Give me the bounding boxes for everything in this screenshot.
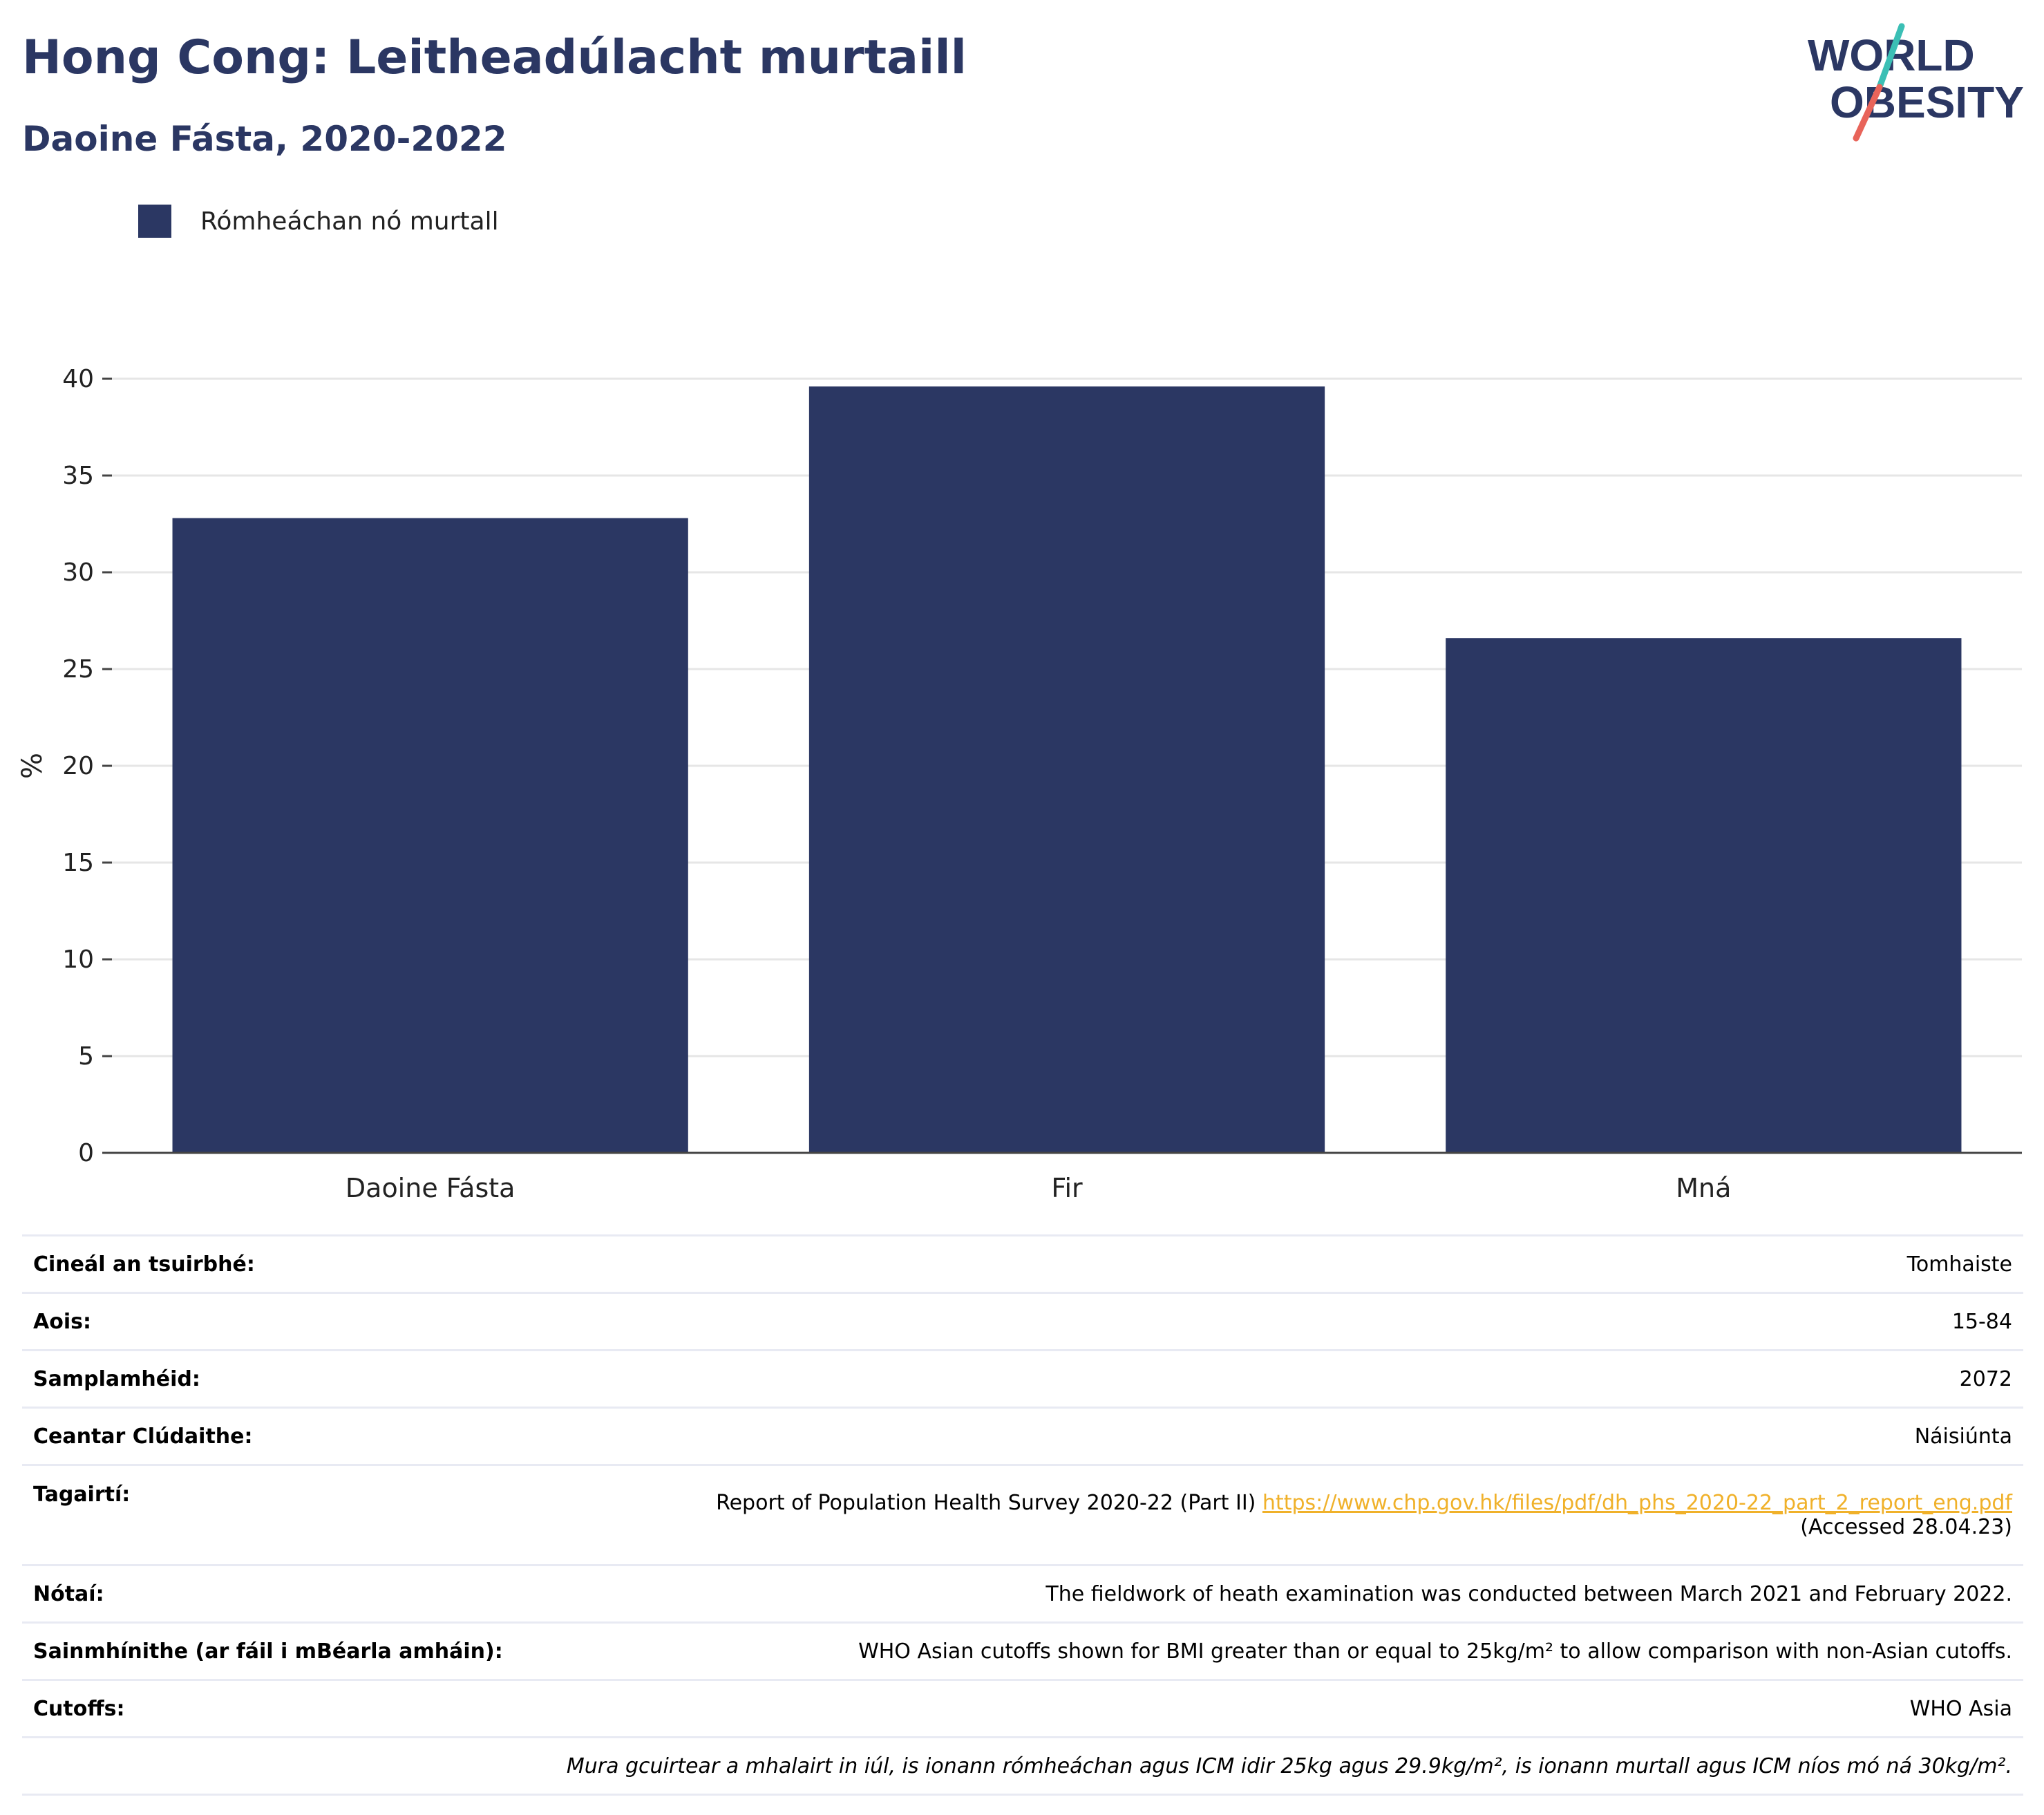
- y-tick-label: 0: [78, 1139, 94, 1167]
- info-label: Cineál an tsuirbhé:: [22, 1234, 566, 1294]
- info-row-cutoffs: Cutoffs: WHO Asia: [22, 1680, 2023, 1738]
- y-tick-label: 15: [62, 849, 94, 877]
- y-tick-label: 25: [62, 655, 94, 684]
- info-value: Report of Population Health Survey 2020-…: [565, 1465, 2023, 1566]
- info-value: 15-84: [565, 1292, 2023, 1351]
- info-label: Ceantar Clúdaithe:: [22, 1407, 566, 1466]
- bar: [1446, 638, 1962, 1153]
- y-axis-label: %: [17, 753, 48, 779]
- bar-chart: 0 5 10 15 20 25 30 35 40 Daoine Fásta Fir Mná%: [17, 365, 2022, 1203]
- x-tick-label: Fir: [1051, 1173, 1083, 1203]
- legend-label: Rómheáchan nó murtall: [200, 207, 499, 236]
- info-value: Tomhaiste: [565, 1234, 2023, 1294]
- info-value: WHO Asia: [565, 1680, 2023, 1738]
- reference-accessed: (Accessed 28.04.23): [1800, 1515, 2012, 1539]
- info-row-area-covered: Ceantar Clúdaithe: Náisiúnta: [22, 1407, 2023, 1466]
- info-value: The fieldwork of heath examination was c…: [565, 1565, 2023, 1624]
- y-tick-label: 5: [78, 1042, 94, 1071]
- footnote: Mura gcuirtear a mhalairt in iúl, is ion…: [22, 1737, 2023, 1796]
- reference-link[interactable]: https://www.chp.gov.hk/files/pdf/dh_phs_…: [1262, 1491, 2012, 1515]
- y-tick-label: 20: [62, 752, 94, 780]
- info-label: Cutoffs:: [22, 1680, 566, 1738]
- info-value: 2072: [565, 1350, 2023, 1409]
- info-label: Samplamhéid:: [22, 1350, 566, 1409]
- info-table: Cineál an tsuirbhé: Tomhaiste Aois: 15-8…: [22, 1234, 2023, 1796]
- info-row-survey-type: Cineál an tsuirbhé: Tomhaiste: [22, 1234, 2023, 1294]
- bar: [172, 518, 688, 1153]
- info-row-sample-size: Samplamhéid: 2072: [22, 1350, 2023, 1409]
- logo-text-obesity: OBESITY: [1830, 77, 2024, 127]
- logo-slash-teal: [1876, 23, 1905, 91]
- info-row-notes: Nótaí: The fieldwork of heath examinatio…: [22, 1565, 2023, 1624]
- y-tick-label: 10: [62, 946, 94, 974]
- chart-title: Hong Cong: Leitheadúlacht murtaill: [22, 30, 967, 85]
- logo-slash-red: [1853, 84, 1883, 142]
- info-value: WHO Asian cutoffs shown for BMI greater …: [565, 1622, 2023, 1681]
- y-tick-label: 35: [62, 462, 94, 490]
- chart-legend: Rómheáchan nó murtall: [138, 205, 499, 238]
- y-tick-label: 30: [62, 558, 94, 587]
- x-tick-label: Daoine Fásta: [346, 1173, 515, 1203]
- info-label: Sainmhínithe (ar fáil i mBéarla amháin):: [22, 1622, 566, 1681]
- info-row-definitions: Sainmhínithe (ar fáil i mBéarla amháin):…: [22, 1622, 2023, 1681]
- info-value: Náisiúnta: [565, 1407, 2023, 1466]
- bar: [808, 386, 1325, 1154]
- info-row-footnote: Mura gcuirtear a mhalairt in iúl, is ion…: [22, 1737, 2023, 1796]
- info-row-references: Tagairtí: Report of Population Health Su…: [22, 1465, 2023, 1566]
- reference-text: Report of Population Health Survey 2020-…: [716, 1491, 1256, 1515]
- legend-swatch: [138, 205, 171, 238]
- chart-subtitle: Daoine Fásta, 2020-2022: [22, 119, 507, 159]
- world-obesity-logo: WORLD OBESITY: [1808, 23, 2024, 142]
- info-row-age: Aois: 15-84: [22, 1292, 2023, 1351]
- info-label: Tagairtí:: [22, 1465, 566, 1566]
- y-tick-label: 40: [62, 365, 94, 393]
- x-tick-label: Mná: [1676, 1173, 1731, 1203]
- info-label: Nótaí:: [22, 1565, 566, 1624]
- info-label: Aois:: [22, 1292, 566, 1351]
